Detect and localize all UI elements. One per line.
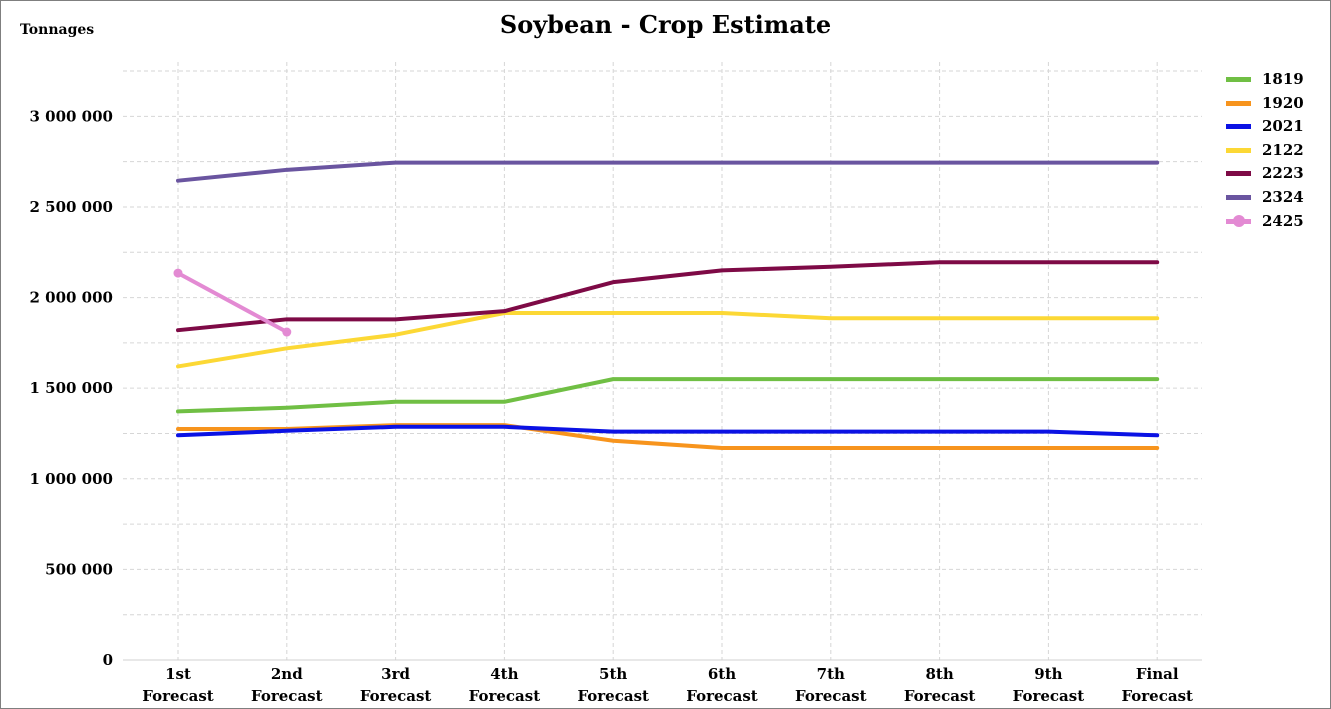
x-tick-label: 4th (490, 665, 518, 683)
legend-swatch (1226, 77, 1251, 82)
legend-label: 2425 (1262, 211, 1304, 230)
x-tick-label: 5th (599, 665, 627, 683)
legend-swatch (1226, 194, 1251, 200)
y-tick-label: 1 500 000 (29, 379, 113, 397)
y-tick-label: 2 500 000 (29, 198, 113, 216)
legend-label: 2122 (1262, 140, 1304, 159)
x-tick-label: Forecast (469, 687, 541, 705)
series-lines (173, 160, 1160, 450)
x-tick-label: Forecast (795, 687, 867, 705)
chart-title: Soybean - Crop Estimate (499, 10, 832, 39)
x-tick-label: Forecast (360, 687, 432, 705)
x-tick-label: Forecast (142, 687, 214, 705)
legend-item-2223: 2223 (1226, 162, 1304, 186)
y-tick-label: 1 000 000 (29, 470, 113, 488)
x-tick-label: 1st (165, 665, 191, 683)
legend-item-1819: 1819 (1226, 68, 1304, 92)
x-tick-label: Forecast (1121, 687, 1193, 705)
legend-label: 2324 (1262, 187, 1304, 206)
x-tick-label: Forecast (904, 687, 976, 705)
legend-label: 2021 (1262, 117, 1304, 136)
x-tick-label: 3rd (381, 665, 410, 683)
legend-label: 1920 (1262, 93, 1304, 112)
x-tick-label: 8th (925, 665, 953, 683)
grid-lines (123, 62, 1202, 661)
data-point-2425 (173, 268, 183, 278)
legend-item-1920: 1920 (1226, 92, 1304, 116)
y-axis-label: Tonnages (20, 22, 95, 38)
legend-swatch (1226, 100, 1251, 106)
x-tick-label: 7th (817, 665, 845, 683)
x-tick-label: 6th (708, 665, 736, 683)
x-tick-label: Forecast (1013, 687, 1085, 705)
x-tick-label: Forecast (577, 687, 649, 705)
legend-swatch (1226, 147, 1251, 153)
x-tick-label: 9th (1034, 665, 1062, 683)
y-tick-label: 2 000 000 (29, 289, 113, 307)
y-tick-label: 500 000 (45, 560, 113, 578)
series-line-1819 (176, 377, 1160, 414)
x-tick-label: 2nd (271, 665, 303, 683)
x-axis-ticks: 1st Forecast 2nd Forecast 3rd Forecast 4th Fore… (142, 665, 1193, 705)
series-line-2122 (176, 310, 1160, 369)
legend-label: 2223 (1262, 164, 1304, 183)
y-axis-ticks: 0 500 000 1 000 000 1 500 000 2 000 000 2 500… (29, 107, 113, 669)
x-tick-label: Forecast (251, 687, 323, 705)
series-line-2324 (176, 160, 1160, 183)
legend-swatch (1226, 171, 1251, 177)
data-point-2425 (282, 327, 292, 337)
x-tick-label: Forecast (686, 687, 758, 705)
series-line-2223 (176, 260, 1160, 333)
legend: 1819 1920 2021 2122 2223 2324 2425 (1226, 68, 1304, 233)
series-line-2021 (176, 424, 1160, 438)
legend-marker (1233, 214, 1245, 227)
legend-item-2324: 2324 (1226, 186, 1304, 210)
legend-item-2122: 2122 (1226, 139, 1304, 163)
legend-item-2021: 2021 (1226, 115, 1304, 139)
series-line-2425 (176, 271, 289, 335)
legend-item-2425: 2425 (1226, 210, 1304, 234)
y-tick-label: 3 000 000 (29, 107, 113, 125)
x-tick-label: Final (1136, 665, 1179, 683)
y-tick-label: 0 (103, 651, 113, 669)
legend-swatch (1226, 124, 1251, 130)
legend-label: 1819 (1262, 70, 1304, 88)
